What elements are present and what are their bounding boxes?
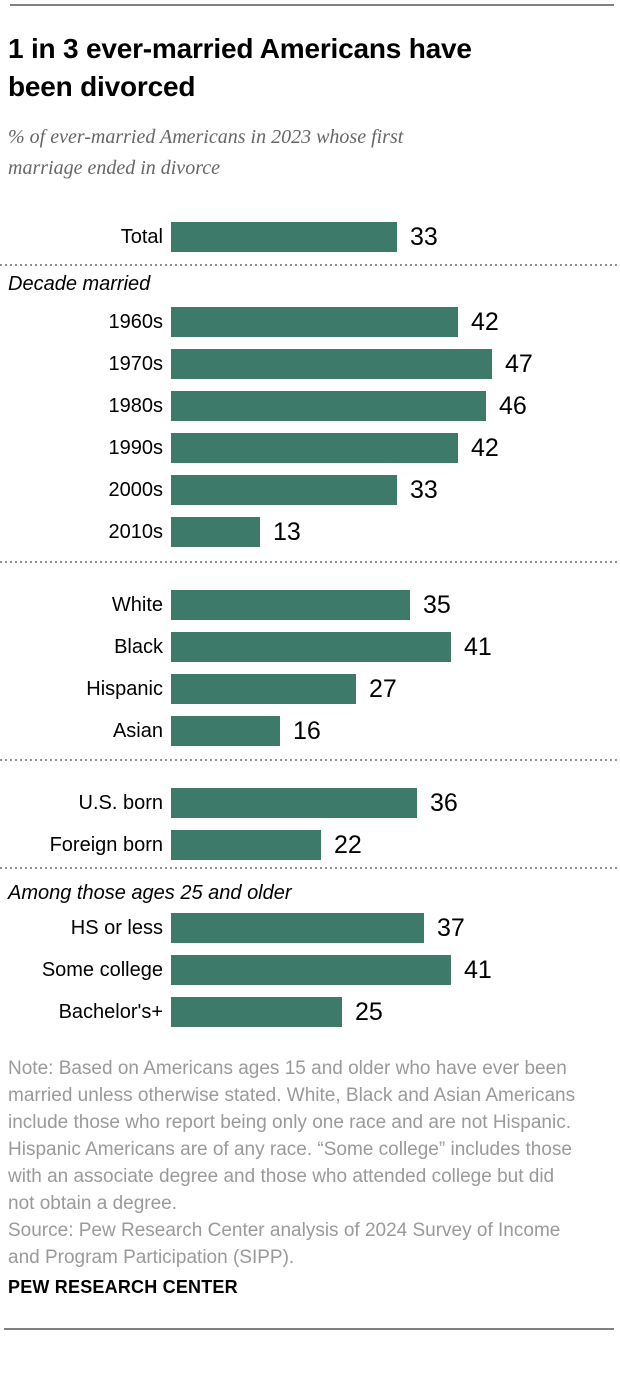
bar [171,349,492,379]
bar-value: 41 [464,632,492,661]
bar [171,307,458,337]
bar-value: 22 [334,830,362,859]
bar-group: 1960s 42 1970s 47 1980s 46 1990s 42 2000s 33 2010s… [0,307,620,547]
bar-row: White 35 [0,590,620,620]
bar-label: U.S. born [78,791,163,814]
bar-value: 42 [471,307,499,336]
bar-group: Total 33 [0,222,620,252]
bar-value: 37 [437,913,465,942]
bar [171,955,451,985]
bar-value: 35 [423,590,451,619]
bar-row: U.S. born 36 [0,788,620,818]
bar [171,433,458,463]
bar-value: 36 [430,788,458,817]
chart-title: 1 in 3 ever-married Americans have been … [8,33,472,102]
chart-subtitle: % of ever-married Americans in 2023 whos… [8,126,404,179]
top-rule [10,4,614,6]
group-header: Decade married [8,273,151,295]
group-header: Among those ages 25 and older [8,882,292,904]
bar-group: HS or less 37 Some college 41 Bachelor's+ 25 [0,913,620,1027]
bar-row: HS or less 37 [0,913,620,943]
bar [171,997,342,1027]
dotted-separator [0,561,620,563]
bar-label: Bachelor's+ [58,1000,163,1023]
bar-row: 1990s 42 [0,433,620,463]
bar-chart: Total 33 Decade married 1960s 42 1970s 47 1980s… [0,222,620,1027]
bar-row: Total 33 [0,222,620,252]
bar [171,788,417,818]
bar-value: 47 [505,349,533,378]
bar-value: 46 [499,391,527,420]
bar-label: 1960s [108,310,164,333]
bar-row: 1980s 46 [0,391,620,421]
bar [171,222,397,252]
bar-value: 33 [410,475,438,504]
bar-value: 33 [410,222,438,251]
bar-label: Foreign born [49,833,163,856]
bar-label: Total [120,225,163,248]
bar [171,590,410,620]
bar-label: HS or less [70,916,163,939]
bar-row: 1960s 42 [0,307,620,337]
bar-label: Some college [41,958,163,981]
dotted-separator [0,867,620,869]
bar-value: 27 [369,674,397,703]
bar-label: 1970s [108,352,164,375]
bar-value: 13 [273,517,301,546]
bar-label: Black [114,635,163,658]
bar-row: Asian 16 [0,716,620,746]
bar-row: 2000s 33 [0,475,620,505]
bar-label: 2000s [108,478,164,501]
bar [171,391,486,421]
note-and-source-text: Note: Based on Americans ages 15 and old… [8,1058,576,1268]
bar-group: White 35 Black 41 Hispanic 27 Asian 16 [0,590,620,746]
bar-label: Asian [112,719,163,742]
bar [171,475,397,505]
bar-value: 16 [293,716,321,745]
bar-label: 2010s [108,520,164,543]
chart-card: 1 in 3 ever-married Americans have been … [0,4,620,1376]
bar-label: Hispanic [86,677,163,700]
branding-pew-research-center: PEW RESEARCH CENTER [8,1277,238,1297]
bottom-rule [4,1328,614,1330]
bar-value: 41 [464,955,492,984]
bar-row: Hispanic 27 [0,674,620,704]
dotted-separator [0,264,620,266]
bar [171,913,424,943]
bar-row: Bachelor's+ 25 [0,997,620,1027]
bar-label: White [111,593,163,616]
bar-value: 42 [471,433,499,462]
bar [171,632,451,662]
bar-value: 25 [355,997,383,1026]
bar-label: 1980s [108,394,164,417]
dotted-separator [0,759,620,761]
bar-row: Black 41 [0,632,620,662]
bar-row: 1970s 47 [0,349,620,379]
bar-label: 1990s [108,436,164,459]
bar-row: Some college 41 [0,955,620,985]
bar [171,674,356,704]
bar [171,517,260,547]
bar-row: 2010s 13 [0,517,620,547]
bar-row: Foreign born 22 [0,830,620,860]
bar-group: U.S. born 36 Foreign born 22 [0,788,620,860]
bar [171,716,280,746]
bar [171,830,321,860]
